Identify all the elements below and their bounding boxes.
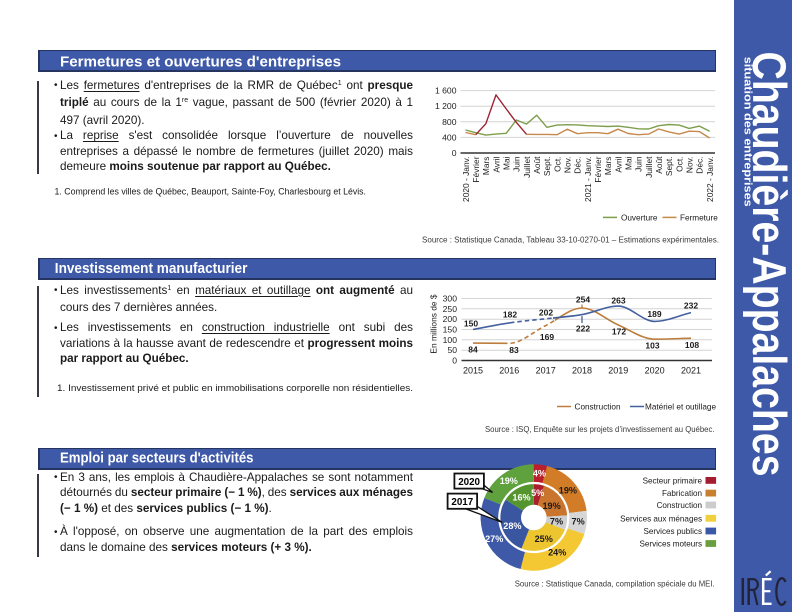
svg-text:Nov.: Nov. (685, 157, 695, 174)
svg-text:172: 172 (612, 327, 626, 337)
svg-text:7%: 7% (550, 517, 563, 527)
svg-text:200: 200 (443, 314, 458, 324)
svg-text:Sept.: Sept. (664, 157, 674, 177)
svg-text:Source : Statistique Canada, T: Source : Statistique Canada, Tableau 33-… (422, 236, 719, 245)
svg-text:Février: Février (593, 156, 603, 182)
svg-text:300: 300 (443, 294, 458, 304)
svg-text:Matériel et outillage: Matériel et outillage (645, 403, 716, 412)
svg-text:Mars: Mars (603, 157, 613, 176)
svg-text:Août: Août (654, 156, 664, 174)
svg-text:2020: 2020 (645, 366, 665, 376)
svg-text:4%: 4% (533, 469, 546, 479)
svg-text:Oct.: Oct. (552, 157, 562, 172)
svg-text:400: 400 (442, 132, 457, 142)
svg-text:19%: 19% (559, 486, 577, 496)
svg-text:Services publics: Services publics (644, 527, 702, 536)
svg-text:Investissement manufacturier: Investissement manufacturier (55, 260, 248, 277)
svg-text:150: 150 (443, 325, 458, 335)
svg-text:2021 - Janv.: 2021 - Janv. (583, 157, 593, 202)
svg-text:Ouverture: Ouverture (621, 213, 658, 222)
svg-text:232: 232 (684, 301, 698, 311)
svg-text:5%: 5% (531, 488, 544, 498)
svg-text:27%: 27% (485, 534, 503, 544)
svg-text:Juillet: Juillet (522, 156, 532, 178)
svg-text:2017: 2017 (536, 366, 556, 376)
svg-text:1 600: 1 600 (435, 86, 457, 96)
svg-text:24%: 24% (548, 548, 566, 558)
svg-text:2015: 2015 (463, 366, 483, 376)
svg-text:19%: 19% (500, 476, 518, 486)
svg-text:222: 222 (576, 324, 590, 334)
svg-text:189: 189 (647, 309, 661, 319)
svg-text:Août: Août (532, 156, 542, 174)
svg-text:2016: 2016 (499, 366, 519, 376)
svg-text:Nov.: Nov. (563, 157, 573, 174)
svg-text:Mars: Mars (481, 157, 491, 176)
svg-text:108: 108 (685, 340, 699, 350)
svg-text:Juin: Juin (634, 156, 644, 172)
svg-text:Mai: Mai (624, 156, 634, 170)
svg-text:Construction: Construction (575, 403, 621, 412)
svg-text:Juillet: Juillet (644, 156, 654, 178)
svg-text:Source : Statistique Canada, c: Source : Statistique Canada, compilation… (515, 580, 715, 589)
svg-text:19%: 19% (542, 501, 560, 511)
svg-text:Avril: Avril (613, 156, 623, 172)
svg-text:Mai: Mai (502, 156, 512, 170)
svg-text:50: 50 (447, 345, 457, 355)
svg-text:Construction: Construction (657, 501, 702, 510)
svg-text:Chaudière-Appalaches: Chaudière-Appalaches (743, 52, 792, 477)
svg-text:28%: 28% (503, 521, 521, 531)
svg-text:263: 263 (611, 296, 625, 306)
svg-text:1. Comprend les villes de Québ: 1. Comprend les villes de Québec, Beaupo… (55, 187, 367, 198)
svg-text:83: 83 (509, 345, 519, 355)
svg-text:Fermetures et ouvertures d'ent: Fermetures et ouvertures d'entreprises (60, 53, 341, 70)
svg-text:0: 0 (452, 356, 457, 366)
svg-text:150: 150 (464, 319, 478, 329)
svg-text:Juin: Juin (512, 156, 522, 172)
svg-text:Emploi par secteurs d'activité: Emploi par secteurs d'activités (60, 450, 254, 467)
svg-text:254: 254 (576, 295, 590, 305)
svg-text:Fabrication: Fabrication (662, 489, 702, 498)
svg-text:2017: 2017 (451, 497, 473, 508)
svg-text:100: 100 (443, 335, 458, 345)
svg-text:Déc.: Déc. (695, 157, 705, 174)
svg-text:Février: Février (471, 156, 481, 182)
svg-text:Source : ISQ, Enquête sur les: Source : ISQ, Enquête sur les projets d’… (485, 425, 715, 434)
svg-text:202: 202 (539, 308, 553, 318)
svg-text:2018: 2018 (572, 366, 592, 376)
svg-text:2020 - Janv.: 2020 - Janv. (461, 157, 471, 202)
svg-text:Oct.: Oct. (674, 157, 684, 172)
svg-text:Services aux ménages: Services aux ménages (620, 514, 702, 523)
svg-text:situation des entreprises: situation des entreprises (742, 57, 754, 207)
svg-text:250: 250 (443, 304, 458, 314)
svg-text:2020: 2020 (458, 477, 480, 488)
svg-text:2019: 2019 (608, 366, 628, 376)
svg-text:Secteur primaire: Secteur primaire (643, 476, 703, 485)
svg-text:2021: 2021 (681, 366, 701, 376)
svg-text:25%: 25% (535, 534, 553, 544)
svg-text:Avril: Avril (491, 156, 501, 172)
svg-text:1 200: 1 200 (435, 101, 457, 111)
svg-text:En millions de $: En millions de $ (429, 294, 439, 353)
svg-text:0: 0 (452, 148, 457, 158)
svg-text:84: 84 (468, 345, 478, 355)
svg-text:Services moteurs: Services moteurs (639, 540, 702, 549)
svg-text:800: 800 (442, 117, 457, 127)
svg-text:103: 103 (645, 341, 659, 351)
svg-text:Fermeture: Fermeture (680, 213, 718, 222)
svg-text:2022 - Janv.: 2022 - Janv. (705, 157, 715, 202)
svg-text:7%: 7% (572, 517, 585, 527)
svg-text:Sept.: Sept. (542, 157, 552, 177)
svg-text:1. Investissement privé et pub: 1. Investissement privé et public en imm… (57, 383, 413, 394)
svg-text:16%: 16% (512, 493, 530, 503)
svg-text:169: 169 (540, 332, 554, 342)
svg-text:Déc.: Déc. (573, 157, 583, 174)
svg-text:182: 182 (503, 310, 517, 320)
